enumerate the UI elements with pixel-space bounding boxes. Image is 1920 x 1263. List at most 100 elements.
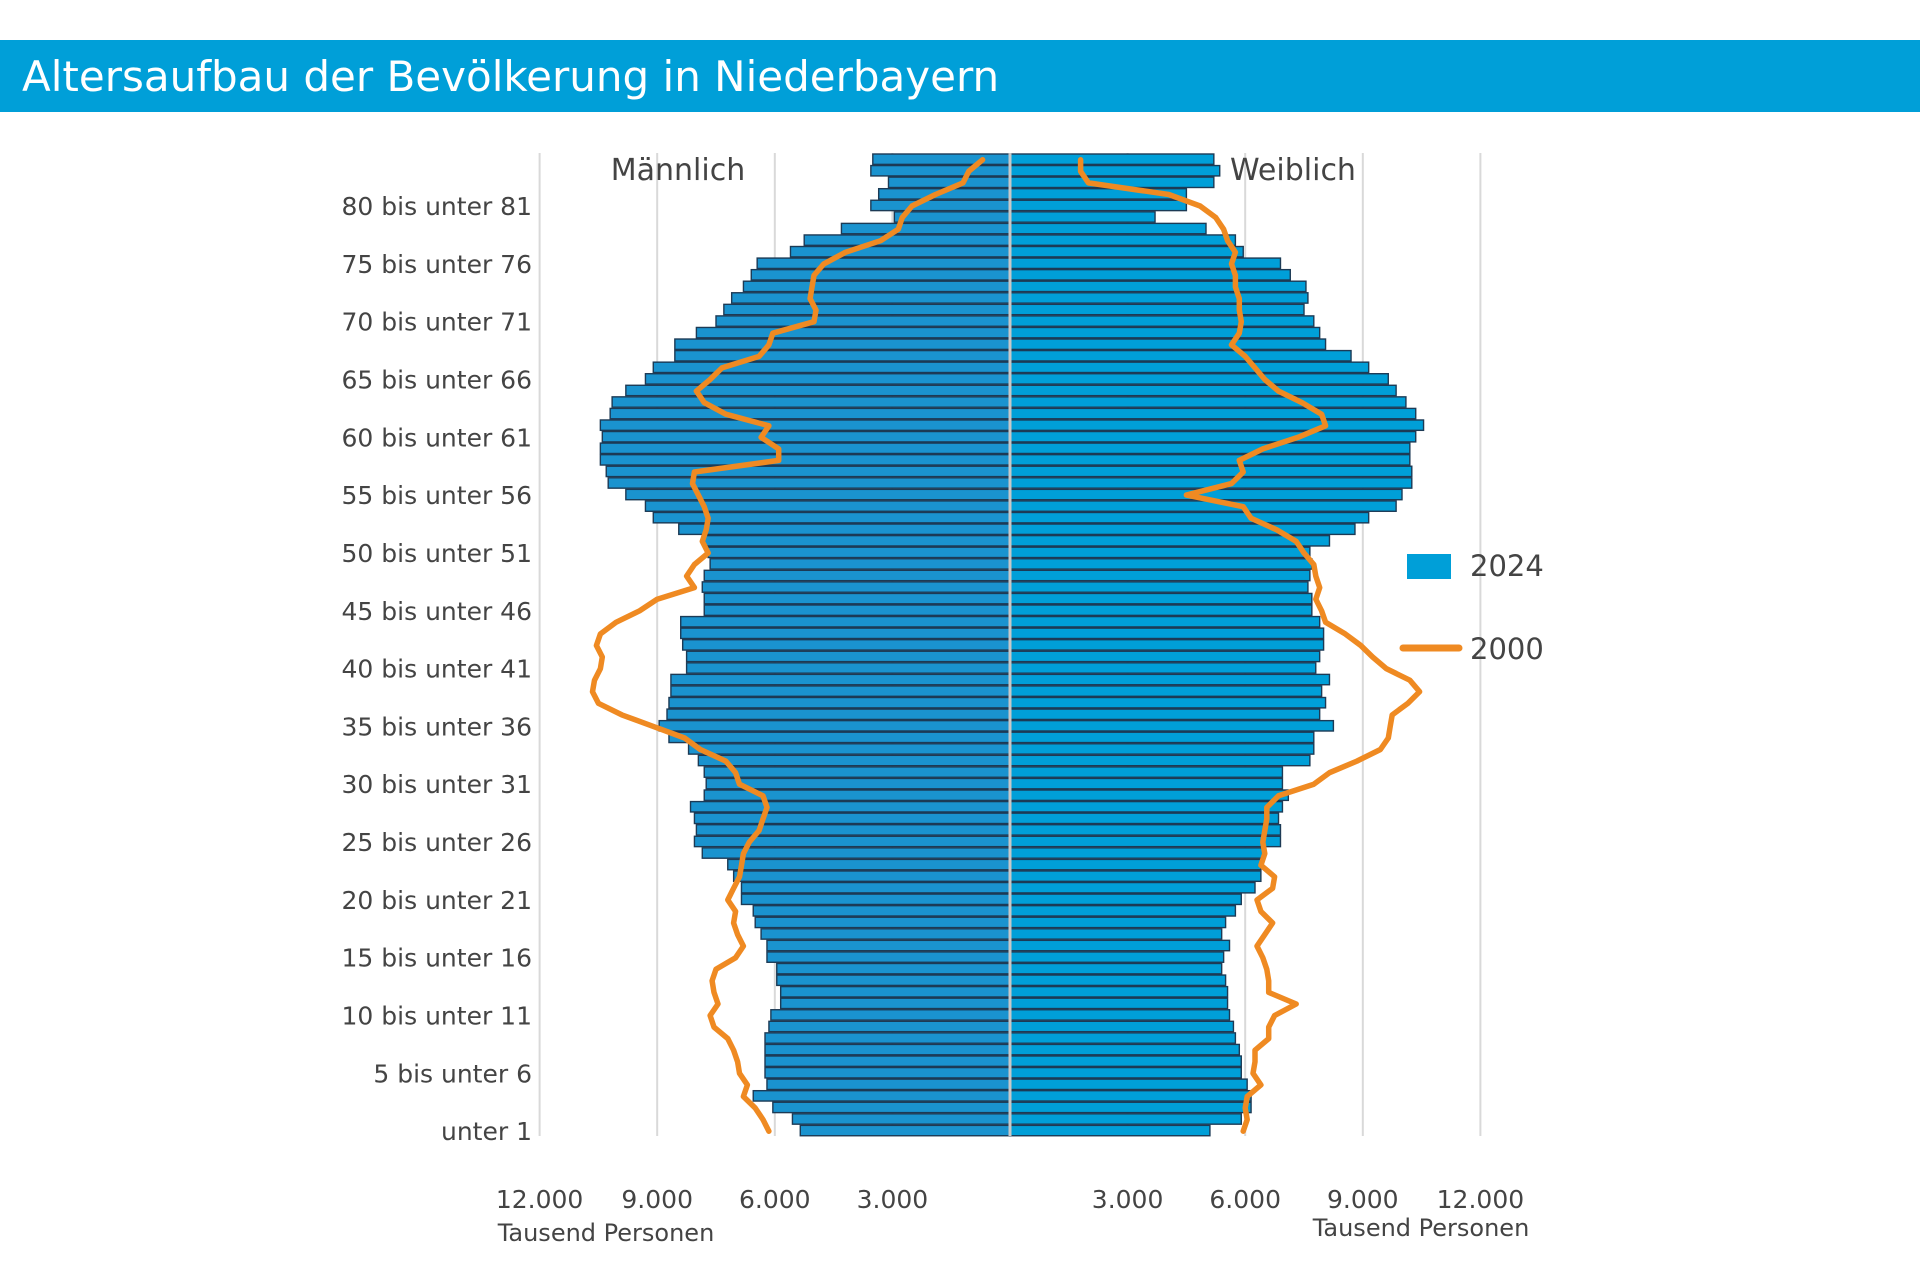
bar-female-age-36 xyxy=(1009,708,1321,721)
bar-female-age-64 xyxy=(1009,384,1397,397)
y-label-age-5: 5 bis unter 6 xyxy=(373,1059,532,1088)
bar-female-age-48 xyxy=(1009,569,1311,582)
bar-female-age-57 xyxy=(1009,465,1413,478)
bar-male-age-37 xyxy=(668,696,1011,709)
bar-male-age-18 xyxy=(754,916,1011,929)
x-tick-right-3: 3.000 xyxy=(1092,1185,1164,1214)
y-label-age-25: 25 bis unter 26 xyxy=(342,828,532,857)
bar-female-age-16 xyxy=(1009,939,1231,952)
bar-male-age-4 xyxy=(766,1078,1011,1091)
bar-female-age-6 xyxy=(1009,1055,1242,1068)
bar-male-age-47 xyxy=(701,581,1011,593)
bar-female-age-34 xyxy=(1009,731,1315,744)
bar-female-age-62 xyxy=(1009,407,1417,420)
bar-male-age-66 xyxy=(652,361,1011,374)
bar-male-age-62 xyxy=(609,407,1011,420)
bar-female-age-52 xyxy=(1009,523,1356,536)
bar-male-age-14 xyxy=(776,962,1011,975)
bar-male-age-1 xyxy=(791,1113,1011,1125)
bar-female-age-46 xyxy=(1009,592,1313,605)
bar-female-age-12 xyxy=(1009,985,1229,998)
bar-female-age-65 xyxy=(1009,373,1389,385)
bar-female-age-67 xyxy=(1009,349,1352,362)
bar-male-age-3 xyxy=(752,1089,1011,1102)
bar-male-age-27 xyxy=(693,812,1011,825)
bar-male-age-0 xyxy=(799,1124,1011,1137)
bar-female-age-28 xyxy=(1009,800,1284,813)
bar-male-age-61 xyxy=(599,419,1011,432)
bar-male-age-83 xyxy=(870,164,1011,177)
bar-male-age-7 xyxy=(764,1043,1011,1056)
bar-female-age-39 xyxy=(1009,673,1331,686)
x-tick-left-1: 9.000 xyxy=(621,1185,693,1214)
bar-male-age-12 xyxy=(779,985,1011,998)
label-female: Weiblich xyxy=(1230,153,1356,188)
bar-female-age-3 xyxy=(1009,1089,1252,1102)
bar-male-age-56 xyxy=(607,477,1011,489)
bar-male-age-55 xyxy=(625,488,1011,501)
bar-male-age-43 xyxy=(680,627,1011,640)
bar-male-age-16 xyxy=(766,939,1011,952)
x-tick-left-3: 3.000 xyxy=(857,1185,929,1214)
bar-female-age-15 xyxy=(1009,951,1225,963)
bar-male-age-50 xyxy=(707,546,1011,559)
y-label-age-50: 50 bis unter 51 xyxy=(342,539,532,568)
x-tick-left-2: 6.000 xyxy=(739,1185,811,1214)
x-tick-right-2: 6.000 xyxy=(1209,1185,1281,1214)
bar-male-age-23 xyxy=(727,858,1011,871)
y-label-age-35: 35 bis unter 36 xyxy=(342,712,532,741)
bar-female-age-74 xyxy=(1009,268,1291,281)
bar-female-age-18 xyxy=(1009,916,1227,929)
y-label-age-55: 55 bis unter 56 xyxy=(342,481,532,510)
bar-male-age-25 xyxy=(693,835,1011,848)
bar-male-age-60 xyxy=(601,430,1011,443)
bar-female-age-31 xyxy=(1009,766,1284,778)
bar-male-age-35 xyxy=(658,719,1011,732)
bar-female-age-11 xyxy=(1009,997,1229,1010)
y-label-age-20: 20 bis unter 21 xyxy=(342,886,532,915)
bar-female-age-68 xyxy=(1009,338,1327,351)
bar-female-age-30 xyxy=(1009,777,1284,790)
page-title: Altersaufbau der Bevölkerung in Niederba… xyxy=(22,52,1000,101)
bar-male-age-48 xyxy=(703,569,1011,582)
y-axis-labels: 80 bis unter 81 75 bis unter 76 70 bis unt… xyxy=(342,192,532,1146)
bar-female-age-42 xyxy=(1009,638,1325,651)
bar-male-age-19 xyxy=(752,904,1011,917)
bar-male-age-65 xyxy=(644,373,1011,385)
y-label-age-70: 70 bis unter 71 xyxy=(342,308,532,337)
bar-female-age-70 xyxy=(1009,315,1315,327)
bar-female-age-43 xyxy=(1009,627,1325,640)
bar-male-age-32 xyxy=(697,754,1011,767)
bar-male-age-51 xyxy=(703,534,1011,547)
bar-female-age-59 xyxy=(1009,442,1411,455)
bar-female-age-78 xyxy=(1009,222,1207,235)
bar-female-age-4 xyxy=(1009,1078,1248,1091)
bar-female-age-19 xyxy=(1009,904,1237,917)
y-label-age-80: 80 bis unter 81 xyxy=(342,192,532,221)
y-label-age-45: 45 bis unter 46 xyxy=(342,597,532,626)
bar-male-age-11 xyxy=(779,997,1011,1010)
x-unit-right: Tausend Personen xyxy=(1312,1214,1530,1242)
bar-female-age-58 xyxy=(1009,453,1411,466)
bar-female-age-49 xyxy=(1009,558,1313,570)
bar-male-age-68 xyxy=(674,338,1011,351)
bar-male-age-73 xyxy=(742,280,1011,293)
bar-male-age-20 xyxy=(740,893,1011,906)
label-male: Männlich xyxy=(611,153,745,188)
bar-male-age-46 xyxy=(703,592,1011,605)
bar-male-age-5 xyxy=(764,1066,1011,1079)
bar-female-age-50 xyxy=(1009,546,1311,559)
bar-female-age-17 xyxy=(1009,928,1223,940)
bar-male-age-17 xyxy=(760,928,1011,940)
bar-female-age-61 xyxy=(1009,419,1425,432)
bars-2024 xyxy=(599,153,1425,1137)
bar-female-age-27 xyxy=(1009,812,1280,825)
bar-female-age-32 xyxy=(1009,754,1311,767)
bar-male-age-78 xyxy=(840,222,1011,235)
y-label-age-75: 75 bis unter 76 xyxy=(342,250,532,279)
bar-female-age-63 xyxy=(1009,396,1407,408)
bar-female-age-72 xyxy=(1009,292,1309,304)
x-tick-right-1: 9.000 xyxy=(1327,1185,1399,1214)
header-bar: Altersaufbau der Bevölkerung in Niederba… xyxy=(0,40,1920,112)
